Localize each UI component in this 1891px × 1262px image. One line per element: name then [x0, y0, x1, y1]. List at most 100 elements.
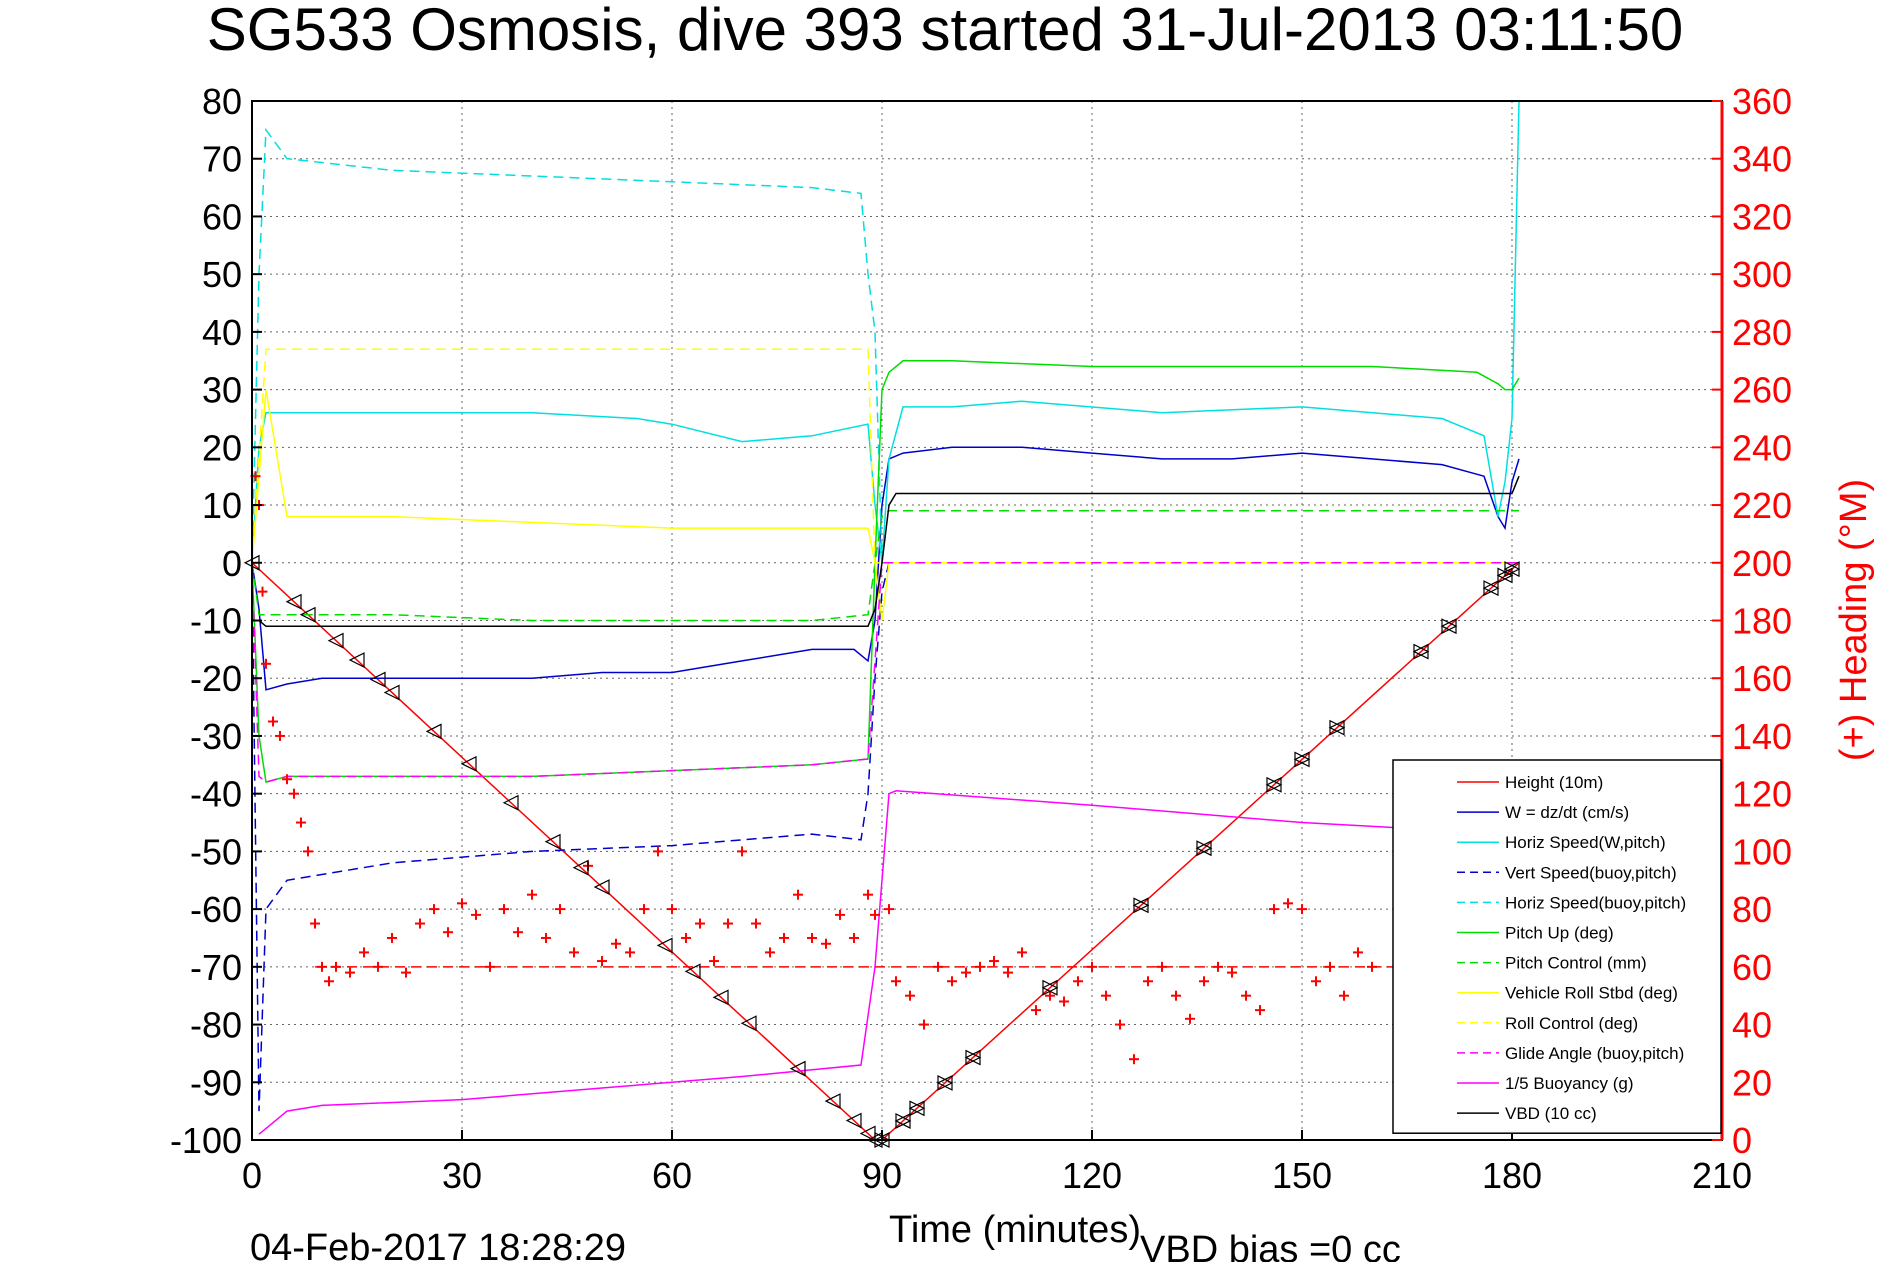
heading-point: [527, 889, 537, 900]
heading-point: [569, 947, 579, 958]
x-tick-label: 150: [1272, 1155, 1332, 1196]
heading-point: [1269, 904, 1279, 915]
heading-point: [737, 846, 747, 857]
heading-point: [1101, 990, 1111, 1001]
heading-point: [1325, 961, 1335, 972]
series-line-11: [258, 475, 1520, 628]
x-tick-label: 30: [442, 1155, 482, 1196]
series-line-4: [251, 127, 1519, 564]
heading-point: [681, 932, 691, 943]
heading-point: [1115, 1019, 1125, 1030]
heading-point: [1283, 898, 1293, 909]
heading-point: [275, 730, 285, 741]
heading-point: [821, 938, 831, 949]
series-line-10: [258, 790, 1513, 1135]
y2-tick-label: 300: [1732, 254, 1792, 295]
heading-point: [870, 909, 880, 920]
height-marker: [684, 963, 701, 980]
y-tick-label: 50: [202, 254, 242, 295]
heading-point: [849, 932, 859, 943]
height-marker: [348, 652, 365, 669]
height-marker: [425, 723, 442, 740]
heading-point: [597, 956, 607, 967]
legend-entry: VBD (10 cc): [1505, 1104, 1597, 1123]
legend-box: [1392, 759, 1722, 1134]
y-tick-label: 70: [202, 139, 242, 180]
legend-entry: Horiz Speed(W,pitch): [1505, 833, 1666, 852]
heading-point: [905, 990, 915, 1001]
y-tick-label: -60: [190, 889, 242, 930]
heading-point: [835, 909, 845, 920]
legend: Height (10m) W = dz/dt (cm/s) Horiz Speed(…: [1392, 759, 1722, 1134]
height-marker: [1293, 751, 1310, 768]
heading-point: [695, 918, 705, 929]
series-line-1: [251, 446, 1520, 691]
y-tick-label: -10: [190, 601, 242, 642]
heading-point: [947, 976, 957, 987]
heading-point: [1045, 990, 1055, 1001]
height-marker: [656, 937, 673, 954]
heading-point: [989, 956, 999, 967]
height-marker: [936, 1074, 953, 1091]
heading-point: [667, 904, 677, 915]
heading-point: [709, 956, 719, 967]
height-marker: [383, 684, 400, 701]
height-marker: [1503, 561, 1520, 578]
y2-tick-label: 160: [1732, 658, 1792, 699]
heading-point: [1199, 976, 1209, 987]
heading-point: [296, 817, 306, 828]
height-marker: [894, 1112, 911, 1129]
heading-point: [373, 961, 383, 972]
y2-tick-label: 200: [1732, 543, 1792, 584]
series-line-3: [251, 562, 1519, 1112]
heading-point: [429, 904, 439, 915]
heading-point: [268, 716, 278, 727]
y2-tick-label: 340: [1732, 139, 1792, 180]
y-tick-label: -30: [190, 716, 242, 757]
height-marker: [1328, 719, 1345, 736]
heading-point: [1353, 947, 1363, 958]
heading-point: [257, 586, 268, 597]
heading-point: [1157, 961, 1167, 972]
heading-point: [310, 918, 320, 929]
heading-point: [345, 967, 355, 978]
height-marker: [908, 1100, 925, 1117]
heading-point: [779, 932, 789, 943]
heading-point: [387, 932, 397, 943]
y2-tick-label: 260: [1732, 370, 1792, 411]
height-marker: [1440, 618, 1457, 635]
y2-tick-label: 80: [1732, 889, 1772, 930]
y2-tick-label: 240: [1732, 427, 1792, 468]
heading-point: [443, 927, 453, 938]
legend-entry: Height (10m): [1505, 773, 1603, 792]
heading-point: [1367, 961, 1377, 972]
y-tick-label: -70: [190, 947, 242, 988]
heading-point: [1087, 961, 1097, 972]
heading-point: [1227, 967, 1237, 978]
y-tick-label: -80: [190, 1005, 242, 1046]
y-tick-label: 30: [202, 370, 242, 411]
heading-point: [723, 918, 733, 929]
height-marker: [824, 1093, 841, 1110]
heading-point: [961, 967, 971, 978]
legend-entry: Horiz Speed(buoy,pitch): [1505, 893, 1686, 912]
height-marker: [964, 1049, 981, 1066]
height-marker: [1482, 580, 1499, 597]
heading-point: [1339, 990, 1349, 1001]
heading-point: [261, 658, 271, 669]
chart-title: SG533 Osmosis, dive 393 started 31-Jul-2…: [207, 0, 1683, 63]
heading-point: [324, 976, 334, 987]
y-tick-label: -20: [190, 658, 242, 699]
height-marker: [299, 606, 316, 623]
heading-point: [555, 904, 565, 915]
heading-point: [303, 846, 313, 857]
y-tick-label: 10: [202, 485, 242, 526]
x-tick-label: 210: [1692, 1155, 1752, 1196]
heading-point: [639, 904, 649, 915]
height-marker: [845, 1112, 862, 1129]
heading-point: [1171, 990, 1181, 1001]
y2-tick-label: 40: [1732, 1005, 1772, 1046]
legend-entry: Pitch Control (mm): [1505, 954, 1647, 973]
height-marker: [712, 989, 729, 1006]
